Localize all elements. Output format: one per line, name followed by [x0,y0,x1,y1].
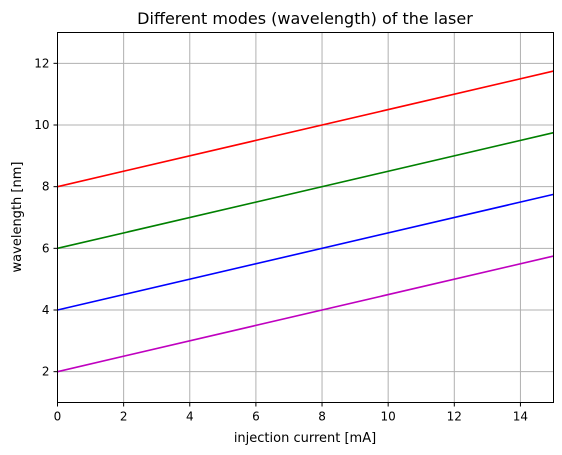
x-tick-label: 6 [252,410,260,424]
x-axis-label: injection current [mA] [234,431,376,446]
y-tick-label: 4 [42,303,50,317]
y-tick-label: 10 [34,118,49,132]
x-tick-label: 14 [513,410,528,424]
x-tick-label: 8 [318,410,326,424]
y-axis-label: wavelength [nm] [10,162,25,273]
y-ticks: 2 4 6 8 10 12 [34,56,58,379]
chart-title: Different modes (wavelength) of the lase… [137,9,473,28]
x-tick-label: 2 [120,410,128,424]
series-group [57,70,554,373]
x-ticks: 0 2 4 6 8 10 12 14 [54,402,528,424]
plot-frame [57,32,554,403]
y-tick-label: 6 [42,241,50,255]
x-tick-label: 0 [54,410,62,424]
series-line-3 [57,193,554,311]
grid [57,32,554,403]
x-tick-label: 4 [186,410,194,424]
x-tick-label: 10 [381,410,396,424]
series-line-1 [57,70,554,188]
series-line-2 [57,131,554,250]
y-tick-label: 12 [34,56,49,70]
series-line-4 [57,255,554,373]
x-tick-label: 12 [447,410,462,424]
y-tick-label: 8 [42,180,50,194]
y-tick-label: 2 [42,365,50,379]
